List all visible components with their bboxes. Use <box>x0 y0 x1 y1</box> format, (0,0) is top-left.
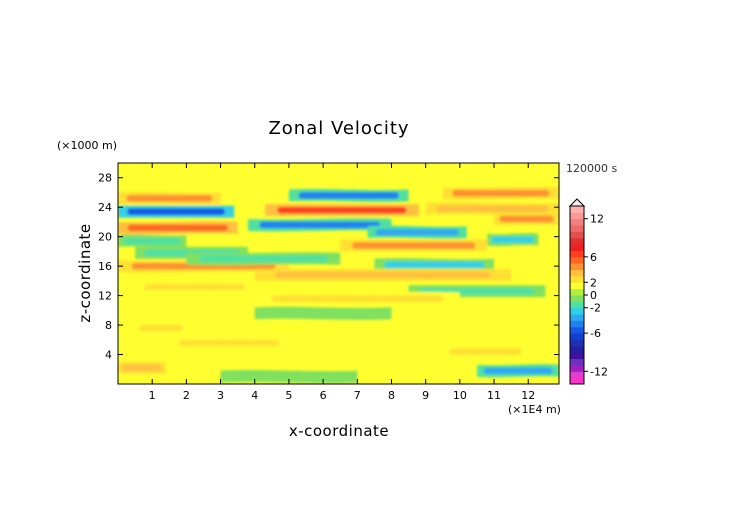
colorbar-cell <box>570 371 584 379</box>
x-tick-label: 6 <box>320 389 327 402</box>
colorbar-cell <box>570 358 584 366</box>
colorbar-cell <box>570 320 584 328</box>
colorbar-tick-label: -2 <box>590 302 601 315</box>
velocity-band <box>452 189 550 197</box>
colorbar-over-arrow <box>568 198 586 207</box>
velocity-band <box>275 271 491 279</box>
velocity-band <box>383 261 485 268</box>
colorbar-cell <box>570 352 584 360</box>
velocity-band <box>127 224 229 232</box>
colorbar-cell <box>570 339 584 347</box>
x-axis-title: x-coordinate <box>289 422 389 440</box>
x-tick-label: 9 <box>422 389 429 402</box>
colorbar-cell <box>570 282 584 290</box>
y-unit-label: (×1000 m) <box>57 139 117 152</box>
y-tick-label: 28 <box>98 172 112 185</box>
velocity-band <box>375 228 459 236</box>
colorbar-tick-label: 0 <box>590 289 597 302</box>
y-tick-label: 8 <box>105 319 112 332</box>
colorbar: 12 6 20-2 -6 -12 <box>568 198 608 385</box>
velocity-band <box>265 309 381 317</box>
x-tick-label: 10 <box>453 389 467 402</box>
velocity-band <box>449 348 522 355</box>
x-tick-label: 3 <box>217 389 224 402</box>
x-tick-label: 5 <box>285 389 292 402</box>
colorbar-cell <box>570 288 584 296</box>
colorbar-cell <box>570 377 584 385</box>
velocity-band <box>139 324 183 332</box>
velocity-band <box>351 242 476 249</box>
colorbar-cell <box>570 237 584 245</box>
x-tick-label: 8 <box>388 389 395 402</box>
y-axis-title: z-coordinate <box>76 223 94 322</box>
velocity-band <box>298 192 400 199</box>
velocity-band <box>121 364 163 372</box>
velocity-band <box>144 283 246 291</box>
colorbar-cell <box>570 269 584 277</box>
velocity-band <box>231 373 347 380</box>
x-axis: 1 2 3 4 5 6 7 8 9 10 11 12 <box>149 163 535 402</box>
y-axis: 4 8 12 16 20 24 28 <box>98 172 559 362</box>
colorbar-cell <box>570 231 584 239</box>
x-unit-label: (×1E4 m) <box>508 403 561 416</box>
colorbar-tick-label: 6 <box>590 251 597 264</box>
x-tick-label: 1 <box>149 389 156 402</box>
time-label: 120000 s <box>566 162 617 175</box>
colorbar-tick-label: -12 <box>590 365 608 378</box>
colorbar-cell <box>570 218 584 226</box>
velocity-band <box>178 339 280 347</box>
colorbar-cell <box>570 345 584 353</box>
y-tick-label: 20 <box>98 231 112 244</box>
velocity-band <box>436 205 549 212</box>
velocity-band <box>123 237 181 245</box>
velocity-bands <box>118 186 559 384</box>
colorbar-cell <box>570 244 584 251</box>
x-tick-label: 4 <box>251 389 258 402</box>
y-tick-label: 24 <box>98 201 112 214</box>
x-tick-label: 2 <box>183 389 190 402</box>
velocity-band <box>491 236 535 243</box>
colorbar-cell <box>570 295 584 302</box>
colorbar-tick-label: 12 <box>590 213 604 226</box>
colorbar-cell <box>570 206 584 213</box>
x-tick-label: 12 <box>521 389 535 402</box>
y-tick-label: 12 <box>98 290 112 303</box>
y-tick-label: 16 <box>98 260 112 273</box>
colorbar-cell <box>570 275 584 283</box>
colorbar-cell <box>570 225 584 232</box>
plot-area <box>118 163 559 384</box>
colorbar-cell <box>570 326 584 334</box>
velocity-band <box>126 195 213 202</box>
colorbar-cell <box>570 333 584 340</box>
y-tick-label: 4 <box>105 349 112 362</box>
velocity-band <box>483 367 553 375</box>
velocity-band <box>499 215 554 223</box>
colorbar-cell <box>570 250 584 258</box>
chart-title: Zonal Velocity <box>268 118 409 139</box>
colorbar-cell <box>570 212 584 220</box>
velocity-band <box>277 206 407 214</box>
colorbar-tick-label: 2 <box>590 276 597 289</box>
velocity-band <box>271 295 444 302</box>
colorbar-cell <box>570 301 584 309</box>
colorbar-tick-label: -6 <box>590 327 601 340</box>
velocity-band <box>259 221 381 229</box>
plot-frame <box>117 162 560 385</box>
velocity-band <box>127 208 225 215</box>
colorbar-cell <box>570 364 584 372</box>
x-tick-label: 11 <box>487 389 501 402</box>
colorbar-cell <box>570 263 584 271</box>
colorbar-cell <box>570 256 584 264</box>
colorbar-cell <box>570 314 584 321</box>
x-tick-label: 7 <box>354 389 361 402</box>
velocity-band <box>198 255 328 263</box>
colorbar-cell <box>570 307 584 315</box>
